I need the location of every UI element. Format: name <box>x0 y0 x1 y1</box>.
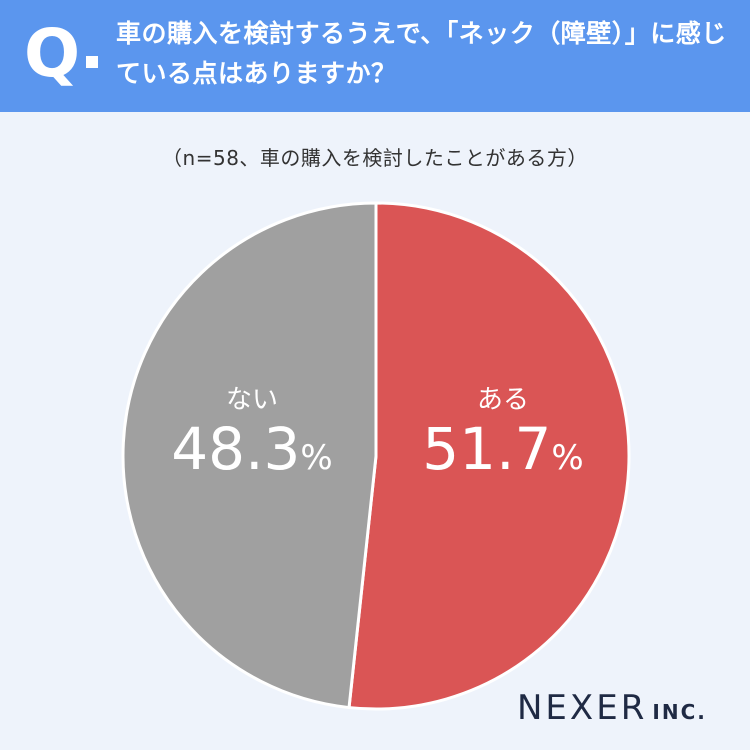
logo-main-text: NEXER <box>517 688 648 728</box>
slice-label-no: ない 48.3% <box>152 384 352 491</box>
slice-number-no: 48.3 <box>171 415 301 483</box>
slice-label-yes: ある 51.7% <box>403 384 603 491</box>
slice-number-yes: 51.7 <box>422 415 552 483</box>
q-mark: Q <box>24 15 80 92</box>
q-dot <box>86 56 98 68</box>
slice-unit-yes: % <box>551 438 584 478</box>
slice-unit-no: % <box>300 438 333 478</box>
pie-slice-no <box>121 201 378 710</box>
question-text: 車の購入を検討するうえで、「ネック（障壁）」に感じている点はありますか？ <box>116 19 727 88</box>
slice-name-no: ない <box>225 385 278 415</box>
sample-note: （n=58、車の購入を検討したことがある方） <box>162 146 588 170</box>
logo-sub-text: INC. <box>652 700 707 724</box>
pie-slice-yes <box>347 201 631 711</box>
question-header: Q 車の購入を検討するうえで、「ネック（障壁）」に感じている点はありますか？ <box>0 0 750 112</box>
nexer-logo: NEXER INC. <box>517 688 707 728</box>
slice-name-yes: ある <box>476 385 529 415</box>
slice-value-yes: 51.7% <box>403 416 603 491</box>
slice-value-no: 48.3% <box>152 416 352 491</box>
